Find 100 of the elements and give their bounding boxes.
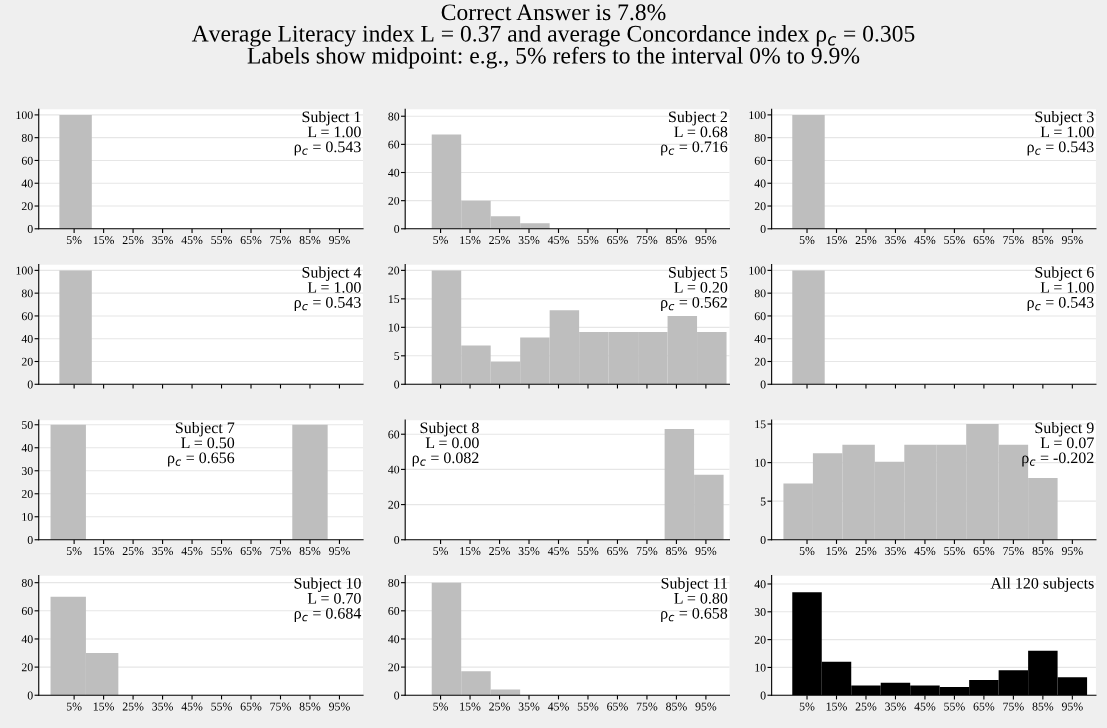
y-tick-label: 80 <box>754 289 766 298</box>
x-tick-label: 85% <box>666 702 687 711</box>
y-tick-label: 40 <box>21 334 33 343</box>
y-tick-label: 5 <box>760 497 766 506</box>
x-tick-label: 35% <box>518 547 540 556</box>
y-tick-label: 0 <box>394 225 400 234</box>
chart-title: Correct Answer is 7.8% <box>441 4 666 21</box>
x-tick-label: 5% <box>66 236 82 245</box>
x-tick-label: 25% <box>489 702 510 711</box>
y-tick-label: 0 <box>27 380 33 389</box>
x-tick-label: 45% <box>181 236 203 245</box>
y-tick-label: 40 <box>754 580 766 589</box>
x-tick-label: 35% <box>885 236 906 245</box>
y-tick-label: 60 <box>21 312 33 321</box>
annotation: Subject 5 L = 0.20 ρ$_{c}$ = 0.562 <box>661 266 728 311</box>
y-tick-label: 20 <box>388 266 400 275</box>
x-tick-label: 45% <box>914 702 936 711</box>
y-tick-label: 15 <box>388 295 400 304</box>
x-tick-label: 15% <box>460 547 481 556</box>
x-tick-label: 95% <box>1061 702 1083 711</box>
x-tick-label: 55% <box>944 236 965 245</box>
x-tick-label: 55% <box>577 236 599 245</box>
x-tick-label: 15% <box>93 547 115 556</box>
x-tick-label: 15% <box>93 702 115 711</box>
x-tick-label: 75% <box>270 236 291 245</box>
x-tick-label: 45% <box>547 236 569 245</box>
y-tick-label: 80 <box>754 133 766 142</box>
y-tick-label: 0 <box>394 691 400 700</box>
x-tick-label: 15% <box>460 702 481 711</box>
y-tick-label: 10 <box>755 663 766 672</box>
y-tick-label: 100 <box>16 266 33 275</box>
x-tick-label: 65% <box>973 702 995 711</box>
x-tick-label: 5% <box>799 547 815 556</box>
x-tick-label: 55% <box>211 702 232 711</box>
x-tick-label: 95% <box>695 547 717 556</box>
x-tick-label: 65% <box>607 547 628 556</box>
x-tick-label: 15% <box>826 547 847 556</box>
x-tick-label: 15% <box>826 236 847 245</box>
y-tick-label: 0 <box>760 380 766 389</box>
x-tick-label: 85% <box>299 236 321 245</box>
x-tick-label: 45% <box>181 547 203 556</box>
y-tick-label: 40 <box>388 635 400 644</box>
annotation: Subject 3 L = 1.00 ρ$_{c}$ = 0.543 <box>1027 110 1094 156</box>
x-tick-label: 85% <box>666 236 687 245</box>
x-tick-label: 55% <box>944 702 965 711</box>
y-tick-label: 0 <box>394 536 400 544</box>
y-tick-label: 0 <box>27 536 33 544</box>
y-tick-label: 80 <box>388 578 400 587</box>
y-tick-label: 60 <box>754 312 766 321</box>
x-tick-label: 75% <box>1003 702 1024 711</box>
y-tick-label: 20 <box>754 357 766 366</box>
y-tick-label: 0 <box>394 380 400 389</box>
x-tick-label: 55% <box>211 236 232 245</box>
y-tick-label: 0 <box>27 691 33 700</box>
annotation: Subject 8 L = 0.00 ρ$_{c}$ = 0.082 <box>412 421 479 467</box>
y-tick-label: 30 <box>754 608 766 617</box>
x-tick-label: 25% <box>122 702 144 711</box>
x-tick-label: 25% <box>122 236 144 245</box>
x-tick-label: 85% <box>299 547 321 556</box>
y-tick-label: 100 <box>749 266 766 275</box>
y-tick-label: 20 <box>21 663 33 672</box>
x-tick-label: 45% <box>547 702 569 711</box>
x-tick-label: 55% <box>577 702 599 711</box>
x-tick-label: 95% <box>695 236 717 245</box>
x-tick-label: 65% <box>973 236 995 245</box>
x-tick-label: 85% <box>1032 236 1054 245</box>
y-tick-label: 0 <box>27 225 33 234</box>
x-tick-label: 5% <box>799 702 815 711</box>
x-tick-label: 55% <box>211 547 232 556</box>
y-tick-label: 80 <box>21 578 33 587</box>
y-tick-label: 80 <box>21 289 33 298</box>
x-tick-label: 15% <box>460 236 481 245</box>
x-tick-label: 5% <box>66 547 82 556</box>
x-tick-label: 35% <box>885 702 906 711</box>
y-tick-label: 20 <box>21 357 33 366</box>
annotation: Subject 10 L = 0.70 ρ$_{c}$ = 0.684 <box>294 577 362 622</box>
y-tick-label: 40 <box>754 334 766 343</box>
x-tick-label: 65% <box>973 547 995 556</box>
y-tick-label: 0 <box>760 691 766 700</box>
y-tick-label: 60 <box>388 607 400 616</box>
annotation: Subject 4 L = 1.00 ρ$_{c}$ = 0.543 <box>294 266 362 311</box>
y-tick-label: 20 <box>754 635 766 644</box>
x-tick-label: 75% <box>270 547 291 556</box>
x-tick-label: 35% <box>152 702 173 711</box>
y-tick-label: 0 <box>760 536 766 544</box>
y-tick-label: 30 <box>21 467 33 475</box>
y-tick-label: 15 <box>755 420 766 429</box>
y-tick-label: 10 <box>22 513 33 521</box>
x-tick-label: 75% <box>636 702 658 711</box>
x-tick-label: 25% <box>122 547 144 556</box>
x-tick-label: 35% <box>518 236 540 245</box>
chart-subtitle: Average Literacy index L = 0.37 and average Concordance index ρ$_{c}$ = 0.305 Labels show midpoint: e.g., 5% refers to the interval 0% to 9.9% <box>191 25 915 69</box>
y-tick-label: 20 <box>21 202 33 211</box>
y-tick-label: 40 <box>388 465 400 474</box>
x-tick-label: 95% <box>329 702 350 711</box>
y-tick-label: 100 <box>16 111 33 120</box>
annotation: Subject 1 L = 1.00 ρ$_{c}$ = 0.543 <box>294 110 361 156</box>
y-tick-label: 0 <box>760 225 766 234</box>
x-tick-label: 25% <box>855 702 877 711</box>
y-tick-label: 20 <box>388 500 400 509</box>
